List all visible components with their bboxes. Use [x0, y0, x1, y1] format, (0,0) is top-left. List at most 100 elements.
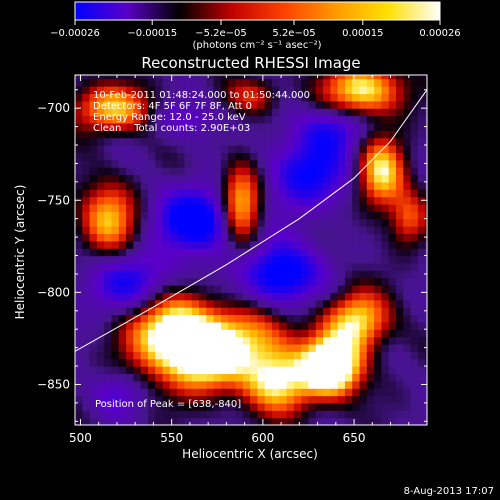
heatmap-cell: [133, 343, 142, 352]
heatmap-cell: [147, 262, 156, 271]
heatmap-cell: [271, 336, 280, 345]
heatmap-cell: [337, 189, 346, 198]
heatmap-cell: [286, 233, 295, 242]
heatmap-cell: [417, 388, 426, 397]
heatmap-cell: [279, 108, 288, 117]
colorbar-tick-label: −5.2e−05: [195, 28, 247, 39]
heatmap-cell: [199, 115, 207, 124]
heatmap-cell: [403, 277, 412, 286]
heatmap-cell: [140, 108, 149, 117]
heatmap-cell: [344, 189, 353, 198]
heatmap-cell: [75, 329, 83, 338]
heatmap-cell: [271, 130, 280, 139]
heatmap-cell: [242, 167, 251, 176]
heatmap-cell: [242, 343, 251, 352]
heatmap-cell: [381, 248, 390, 257]
heatmap-cell: [162, 218, 171, 227]
heatmap-cell: [213, 307, 222, 316]
heatmap-cell: [366, 159, 375, 168]
heatmap-cell: [147, 285, 156, 293]
heatmap-cell: [118, 233, 127, 242]
heatmap-cell: [111, 292, 120, 301]
heatmap-cell: [286, 329, 295, 338]
heatmap-cell: [286, 395, 295, 404]
heatmap-cell: [228, 93, 237, 102]
heatmap-cell: [155, 329, 164, 338]
heatmap-cell: [257, 145, 266, 153]
annotation-energy: Energy Range: 12.0 - 25.0 keV: [93, 112, 246, 123]
heatmap-cell: [366, 115, 375, 124]
heatmap-cell: [381, 189, 390, 198]
heatmap-cell: [213, 174, 222, 183]
heatmap-cell: [191, 86, 200, 95]
heatmap-cell: [177, 211, 186, 220]
heatmap-cell: [301, 130, 310, 139]
heatmap-cell: [323, 373, 331, 382]
heatmap-cell: [89, 329, 98, 338]
heatmap-cell: [395, 307, 404, 316]
heatmap-cell: [257, 189, 266, 198]
heatmap-cell: [242, 196, 251, 205]
heatmap-cell: [403, 285, 412, 293]
heatmap-cell: [271, 75, 280, 80]
heatmap-cell: [381, 100, 390, 109]
heatmap-cell: [403, 189, 412, 198]
heatmap-cell: [374, 270, 383, 279]
heatmap-cell: [301, 329, 310, 338]
heatmap-cell: [177, 137, 186, 146]
heatmap-cell: [75, 218, 83, 227]
heatmap-cell: [403, 366, 412, 375]
heatmap-cell: [337, 299, 346, 308]
heatmap-cell: [199, 329, 207, 338]
heatmap-cell: [425, 395, 427, 404]
heatmap-cell: [118, 181, 127, 190]
heatmap-cell: [82, 115, 91, 124]
heatmap-cell: [271, 358, 280, 367]
heatmap-cell: [374, 93, 383, 102]
heatmap-cell: [177, 130, 186, 139]
heatmap-cell: [206, 174, 215, 183]
heatmap-cell: [242, 240, 251, 249]
heatmap-cell: [220, 240, 229, 249]
heatmap-cell: [374, 336, 383, 345]
heatmap-cell: [177, 86, 186, 95]
heatmap-cell: [199, 93, 207, 102]
heatmap-cell: [293, 93, 302, 102]
heatmap-cell: [264, 93, 273, 102]
heatmap-cell: [271, 240, 280, 249]
heatmap-cell: [395, 366, 404, 375]
heatmap-cell: [118, 255, 127, 264]
heatmap-cell: [352, 78, 361, 87]
heatmap-cell: [191, 262, 200, 271]
heatmap-cell: [425, 366, 427, 375]
heatmap-cell: [264, 351, 273, 360]
heatmap-cell: [169, 189, 178, 198]
heatmap-cell: [293, 270, 302, 279]
heatmap-cell: [308, 410, 317, 419]
heatmap-cell: [111, 336, 120, 345]
heatmap-cell: [162, 343, 171, 352]
heatmap-cell: [286, 417, 295, 425]
heatmap-cell: [213, 226, 222, 235]
heatmap-cell: [315, 277, 324, 286]
heatmap-cell: [242, 174, 251, 183]
heatmap-cell: [96, 277, 105, 286]
heatmap-cell: [366, 343, 375, 352]
heatmap-cell: [242, 159, 251, 168]
heatmap-cell: [199, 358, 207, 367]
heatmap-cell: [323, 321, 331, 330]
heatmap-cell: [155, 321, 164, 330]
heatmap-cell: [250, 373, 258, 382]
heatmap-cell: [140, 351, 149, 360]
heatmap-cell: [279, 211, 288, 220]
heatmap-cell: [206, 159, 215, 168]
heatmap-cell: [323, 189, 331, 198]
heatmap-cell: [403, 255, 412, 264]
heatmap-cell: [177, 299, 186, 308]
heatmap-cell: [169, 130, 178, 139]
heatmap-cell: [96, 218, 105, 227]
heatmap-cell: [395, 174, 404, 183]
heatmap-cell: [242, 321, 251, 330]
heatmap-cell: [337, 336, 346, 345]
heatmap-cell: [352, 189, 361, 198]
